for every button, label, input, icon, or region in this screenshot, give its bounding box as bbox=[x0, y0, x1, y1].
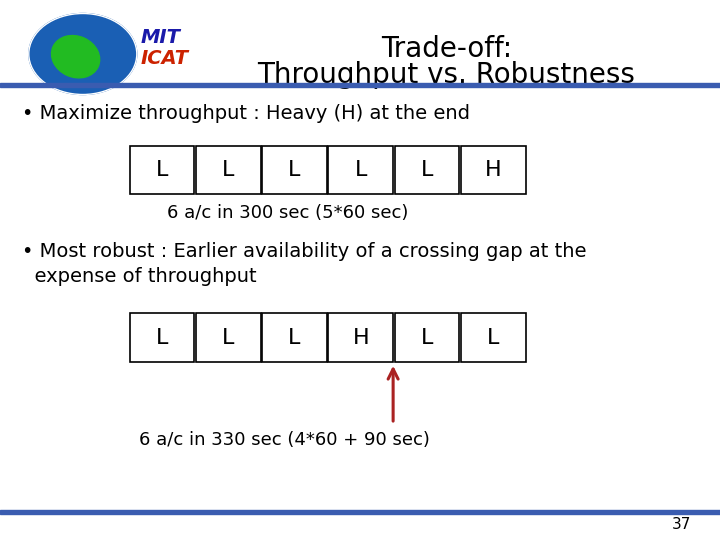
Bar bbox=[262, 313, 327, 362]
Bar bbox=[0, 510, 720, 514]
Text: L: L bbox=[288, 160, 301, 180]
Bar bbox=[395, 313, 459, 362]
Text: L: L bbox=[420, 160, 433, 180]
Text: H: H bbox=[485, 160, 502, 180]
Bar bbox=[196, 146, 261, 194]
Text: ICAT: ICAT bbox=[140, 49, 189, 68]
Text: 6 a/c in 330 sec (4*60 + 90 sec): 6 a/c in 330 sec (4*60 + 90 sec) bbox=[139, 431, 430, 449]
Text: L: L bbox=[487, 327, 500, 348]
Text: L: L bbox=[288, 327, 301, 348]
Text: L: L bbox=[222, 327, 235, 348]
Text: 6 a/c in 300 sec (5*60 sec): 6 a/c in 300 sec (5*60 sec) bbox=[167, 204, 409, 222]
Circle shape bbox=[29, 14, 137, 94]
Text: MIT: MIT bbox=[140, 28, 180, 48]
Text: L: L bbox=[156, 160, 168, 180]
Bar bbox=[461, 146, 526, 194]
Text: • Most robust : Earlier availability of a crossing gap at the: • Most robust : Earlier availability of … bbox=[22, 241, 586, 261]
Text: 37: 37 bbox=[672, 517, 691, 532]
Bar bbox=[395, 146, 459, 194]
Text: L: L bbox=[354, 160, 367, 180]
Bar bbox=[328, 146, 393, 194]
Text: Trade-off:: Trade-off: bbox=[381, 35, 512, 63]
Text: H: H bbox=[352, 327, 369, 348]
Text: L: L bbox=[156, 327, 168, 348]
Text: L: L bbox=[420, 327, 433, 348]
Bar bbox=[328, 313, 393, 362]
Bar bbox=[130, 313, 194, 362]
Text: Throughput vs. Robustness: Throughput vs. Robustness bbox=[258, 60, 635, 89]
Bar bbox=[196, 313, 261, 362]
Bar bbox=[262, 146, 327, 194]
Text: L: L bbox=[222, 160, 235, 180]
Bar bbox=[0, 83, 720, 87]
Text: • Maximize throughput : Heavy (H) at the end: • Maximize throughput : Heavy (H) at the… bbox=[22, 104, 469, 123]
Bar bbox=[461, 313, 526, 362]
Ellipse shape bbox=[52, 36, 99, 78]
Text: expense of throughput: expense of throughput bbox=[22, 267, 256, 286]
Bar bbox=[130, 146, 194, 194]
